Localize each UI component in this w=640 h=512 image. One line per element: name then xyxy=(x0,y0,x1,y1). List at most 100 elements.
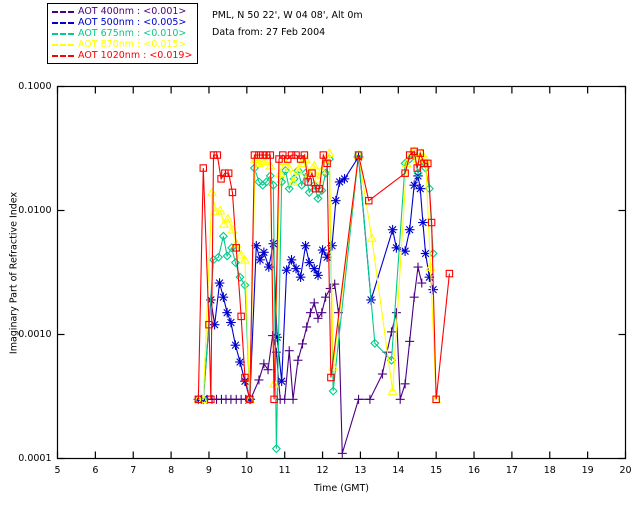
data-point-marker xyxy=(308,169,316,177)
data-point-marker xyxy=(253,158,264,168)
data-point-marker xyxy=(392,244,401,252)
x-axis-tick-label: 14 xyxy=(392,464,405,476)
y-axis-tick-label: 0.0010 xyxy=(18,328,52,340)
data-point-marker xyxy=(370,338,380,348)
data-point-marker xyxy=(250,151,259,159)
data-point-marker xyxy=(287,176,299,186)
data-point-marker xyxy=(313,193,323,204)
data-point-marker xyxy=(215,205,226,215)
data-point-marker xyxy=(296,158,307,168)
data-point-marker xyxy=(297,180,307,190)
data-point-marker xyxy=(318,246,327,254)
x-axis-tick-label: 13 xyxy=(354,464,367,476)
data-point-marker xyxy=(246,395,254,404)
data-point-marker xyxy=(416,149,425,157)
data-point-marker xyxy=(275,167,286,178)
x-axis-tick-label: 6 xyxy=(92,464,99,476)
x-axis-tick-label: 7 xyxy=(130,464,137,476)
data-point-marker xyxy=(221,169,229,177)
data-point-marker xyxy=(301,241,310,250)
data-point-marker xyxy=(271,444,281,454)
legend-item: AOT 1020nm : <0.019> xyxy=(52,50,192,61)
data-point-marker xyxy=(219,293,228,301)
x-axis-title: Time (GMT) xyxy=(313,482,370,494)
data-point-marker xyxy=(354,151,363,159)
data-point-marker xyxy=(217,175,225,183)
data-point-marker xyxy=(236,358,244,366)
x-axis-tick-label: 18 xyxy=(543,464,556,476)
plot-frame xyxy=(56,85,627,460)
data-point-marker xyxy=(279,151,287,159)
x-axis-tick-label: 15 xyxy=(430,464,443,476)
data-point-marker xyxy=(365,196,373,205)
x-axis-tick-label: 8 xyxy=(168,464,175,476)
data-point-marker xyxy=(312,173,324,183)
data-point-marker xyxy=(401,169,409,177)
data-date-text: Data from: 27 Feb 2004 xyxy=(212,27,326,38)
data-point-marker xyxy=(305,258,314,267)
legend-item: AOT 675nm : <0.010> xyxy=(52,28,192,39)
data-point-marker xyxy=(296,155,305,163)
data-point-marker xyxy=(428,248,438,259)
data-point-marker xyxy=(300,151,309,159)
data-point-marker xyxy=(416,184,425,193)
data-point-marker xyxy=(215,279,224,287)
data-point-marker xyxy=(427,218,436,227)
series-line xyxy=(197,150,450,400)
legend-label: AOT 400nm : <0.001> xyxy=(78,5,187,17)
data-point-marker xyxy=(283,155,292,163)
data-point-marker xyxy=(292,264,300,273)
data-point-marker xyxy=(235,272,245,282)
data-point-marker xyxy=(340,175,349,183)
data-point-marker xyxy=(314,271,322,280)
data-point-marker xyxy=(332,196,340,205)
data-point-marker xyxy=(222,213,233,223)
data-point-marker xyxy=(231,341,240,349)
data-point-marker xyxy=(296,273,305,281)
data-point-marker xyxy=(327,373,335,382)
data-point-marker xyxy=(265,263,273,271)
legend-item: AOT 500nm : <0.005> xyxy=(52,17,192,28)
x-axis-tick-label: 12 xyxy=(316,464,329,476)
data-point-marker xyxy=(270,395,278,404)
data-point-marker xyxy=(316,165,327,175)
data-point-marker xyxy=(323,159,331,168)
data-point-marker xyxy=(292,151,300,159)
x-axis-tick-label: 11 xyxy=(278,464,291,476)
x-axis-tick-label: 9 xyxy=(205,464,212,476)
legend-line-swatch xyxy=(52,21,74,24)
y-axis-tick-label: 0.0001 xyxy=(18,452,52,464)
legend-line-swatch xyxy=(52,32,74,35)
legend-line-swatch xyxy=(52,54,74,57)
data-point-marker xyxy=(287,151,296,159)
series-aot-675nm xyxy=(193,150,438,454)
data-point-marker xyxy=(410,181,418,189)
data-point-marker xyxy=(213,151,222,159)
data-point-marker xyxy=(405,225,414,234)
data-point-marker xyxy=(445,269,454,278)
legend-line-swatch xyxy=(52,10,74,13)
data-point-marker xyxy=(419,218,427,227)
data-point-marker xyxy=(414,172,422,180)
y-axis-tick-label: 0.1000 xyxy=(18,80,52,92)
data-point-marker xyxy=(401,247,409,255)
data-point-marker xyxy=(206,187,218,197)
data-point-marker xyxy=(304,187,314,197)
data-point-marker xyxy=(287,256,296,264)
data-point-marker xyxy=(194,395,203,404)
data-point-marker xyxy=(309,160,320,170)
data-point-marker xyxy=(292,165,303,175)
chart-annotation: PML, N 50 22', W 04 08', Alt 0m Data fro… xyxy=(212,7,363,41)
data-point-marker xyxy=(324,147,335,157)
x-axis-tick-label: 16 xyxy=(467,464,481,476)
data-point-marker xyxy=(227,318,235,327)
data-point-marker xyxy=(413,164,421,172)
data-point-marker xyxy=(413,168,423,178)
data-point-marker xyxy=(335,178,344,186)
data-point-marker xyxy=(199,164,208,172)
data-point-marker xyxy=(236,249,247,259)
legend-label: AOT 870nm : <0.015> xyxy=(78,38,187,50)
data-point-marker xyxy=(213,252,224,262)
